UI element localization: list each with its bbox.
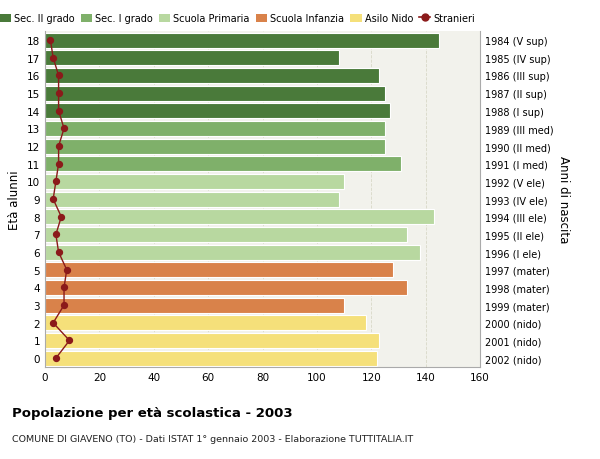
Point bbox=[59, 284, 69, 291]
Point bbox=[62, 267, 71, 274]
Point bbox=[51, 231, 61, 239]
Point bbox=[51, 355, 61, 362]
Point bbox=[65, 337, 74, 344]
Point bbox=[46, 37, 55, 45]
Bar bbox=[45, 316, 366, 330]
Point bbox=[59, 125, 69, 133]
Bar bbox=[45, 333, 379, 348]
Bar bbox=[45, 157, 401, 172]
Bar bbox=[45, 192, 338, 207]
Point bbox=[49, 196, 58, 203]
Bar bbox=[45, 210, 434, 225]
Bar bbox=[45, 69, 379, 84]
Bar bbox=[45, 51, 338, 66]
Text: Popolazione per età scolastica - 2003: Popolazione per età scolastica - 2003 bbox=[12, 406, 293, 419]
Bar bbox=[45, 228, 407, 242]
Bar bbox=[45, 245, 420, 260]
Point bbox=[54, 73, 64, 80]
Y-axis label: Età alunni: Età alunni bbox=[8, 170, 22, 230]
Text: COMUNE DI GIAVENO (TO) - Dati ISTAT 1° gennaio 2003 - Elaborazione TUTTITALIA.IT: COMUNE DI GIAVENO (TO) - Dati ISTAT 1° g… bbox=[12, 434, 413, 443]
Legend: Sec. II grado, Sec. I grado, Scuola Primaria, Scuola Infanzia, Asilo Nido, Stran: Sec. II grado, Sec. I grado, Scuola Prim… bbox=[0, 14, 475, 24]
Y-axis label: Anni di nascita: Anni di nascita bbox=[557, 156, 570, 243]
Point bbox=[54, 161, 64, 168]
Bar bbox=[45, 280, 407, 295]
Bar bbox=[45, 351, 377, 366]
Point bbox=[54, 90, 64, 97]
Bar bbox=[45, 122, 385, 137]
Point bbox=[56, 213, 66, 221]
Bar bbox=[45, 298, 344, 313]
Point bbox=[49, 319, 58, 327]
Bar bbox=[45, 34, 439, 49]
Point bbox=[51, 179, 61, 186]
Point bbox=[59, 302, 69, 309]
Bar bbox=[45, 139, 385, 154]
Point bbox=[54, 143, 64, 151]
Point bbox=[54, 108, 64, 115]
Point bbox=[54, 249, 64, 256]
Bar bbox=[45, 174, 344, 190]
Bar bbox=[45, 263, 393, 278]
Bar bbox=[45, 86, 385, 101]
Point bbox=[49, 55, 58, 62]
Bar bbox=[45, 104, 390, 119]
